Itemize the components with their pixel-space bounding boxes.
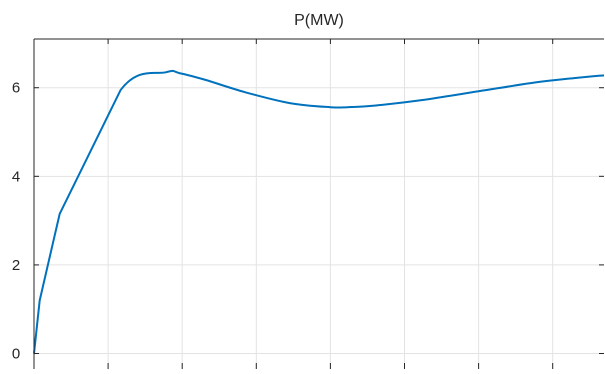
chart-title: P(MW) xyxy=(294,12,344,29)
y-tick-label: 2 xyxy=(12,257,20,274)
series-layer xyxy=(33,69,605,354)
y-tick-label: 0 xyxy=(12,345,20,362)
series-line xyxy=(33,69,605,354)
axes xyxy=(33,38,604,369)
grid xyxy=(34,39,604,369)
y-tick-label: 4 xyxy=(12,168,20,185)
y-tick-label: 6 xyxy=(12,80,20,97)
ticks: 0 2 4 6 xyxy=(12,39,604,369)
